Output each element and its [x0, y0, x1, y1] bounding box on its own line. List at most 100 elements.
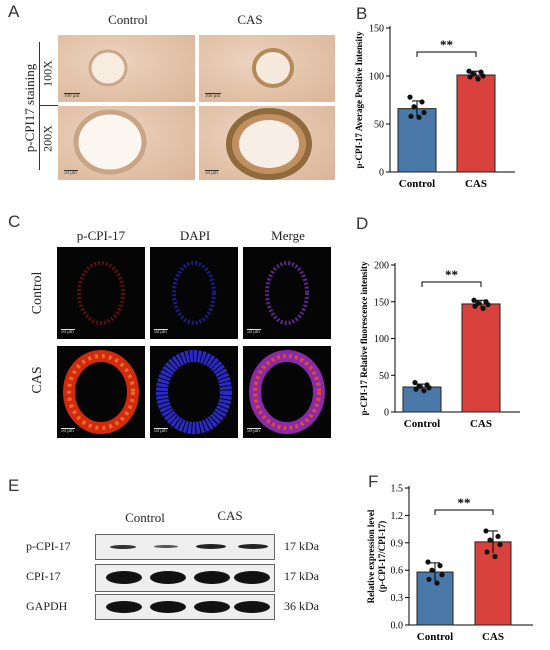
point-b-1-5	[475, 76, 481, 82]
point-d-0-4	[413, 386, 419, 392]
x-tick-label-f-1: CAS	[482, 631, 504, 643]
panel-letter-d: D	[356, 214, 369, 233]
band-cpi17-1	[106, 571, 142, 584]
band-pcpi17-1	[110, 545, 136, 549]
chart-f: 0.0 0.3 0.6 0.9 1.2 1.5 Control CAS ** Relative e…	[366, 484, 533, 643]
point-f-1-0	[483, 528, 489, 534]
panel-e-col-cas: CAS	[217, 508, 243, 523]
scale-bar-c1: 50 μm	[61, 329, 75, 335]
scale-bar-c2: 50 μm	[154, 329, 168, 335]
vessel-control-200x	[73, 109, 147, 175]
y-tick-label-b-1: 50	[374, 120, 384, 131]
if-cas-merge: 50 μm	[243, 346, 331, 438]
kda-label-pcpi17: 17 kDa	[284, 539, 319, 553]
point-b-0-1	[419, 99, 425, 105]
point-f-1-5	[492, 553, 498, 560]
y-tick-label-d-2: 100	[374, 334, 389, 345]
panel-letter-b: B	[356, 4, 368, 23]
panel-a-row-divider	[40, 105, 58, 106]
y-tick-label-d-3: 150	[374, 297, 389, 308]
kda-label-gapdh: 36 kDa	[284, 599, 319, 613]
y-axis-label-f-1: (p-CPI-17/CPI-17)	[377, 521, 387, 593]
chart-d: 0 50 100 150 200 Control CAS ** p-CPI-17 Relativ…	[359, 261, 520, 430]
x-tick-label-f-0: Control	[417, 631, 453, 643]
point-b-0-2	[411, 104, 417, 110]
band-gapdh-1	[106, 601, 142, 613]
y-tick-label-f-0: 0.0	[391, 621, 404, 632]
point-f-1-2	[487, 537, 493, 543]
ring-control-dapi	[172, 261, 216, 325]
y-axis-label-b: p-CPI-17 Average Positive Intensity	[354, 31, 364, 169]
blot-row-pcpi17	[95, 534, 275, 560]
y-tick-label-f-5: 1.5	[391, 484, 404, 495]
panel-c-col-pcpi: p-CPI-17	[76, 228, 126, 243]
point-b-0-5	[416, 114, 422, 120]
scale-bar-c3: 50 μm	[247, 329, 261, 335]
band-cpi17-2	[150, 571, 186, 584]
panel-a-row-200x: 200X	[40, 125, 55, 152]
y-tick-label-d-0: 0	[384, 408, 389, 419]
x-tick-label-b-1: CAS	[465, 178, 487, 190]
significance-bracket-f	[434, 509, 494, 515]
panel-letter-e: E	[8, 476, 20, 495]
band-pcpi17-4	[238, 544, 268, 549]
scale-bar-c5: 50 μm	[154, 428, 168, 434]
point-f-0-5	[434, 580, 440, 586]
significance-bracket-b	[416, 51, 477, 57]
y-tick-label-b-3: 150	[369, 24, 384, 35]
ring-cas-dapi	[156, 350, 232, 434]
point-b-1-4	[467, 74, 473, 80]
point-f-0-4	[426, 576, 432, 582]
chart-b: 0 50 100 150 Control CAS ** p-CPI-17 Average Po…	[354, 24, 515, 190]
point-f-0-0	[425, 559, 431, 565]
panel-letter-a: A	[8, 2, 20, 21]
if-cas-pcpi: 50 μm	[57, 346, 145, 438]
y-tick-label-f-1: 0.3	[391, 593, 404, 604]
point-f-0-1	[437, 563, 443, 569]
point-f-1-1	[495, 533, 501, 540]
blot-label-pcpi17: p-CPI-17	[26, 539, 71, 553]
point-f-1-4	[484, 549, 490, 555]
band-gapdh-4	[234, 601, 270, 613]
blot-row-cpi17	[95, 564, 275, 592]
panel-e-col-control: Control	[125, 510, 165, 525]
band-cpi17-4	[234, 571, 270, 584]
significance-label-d: **	[445, 267, 458, 282]
point-b-1-1	[478, 69, 484, 75]
bar-b-1	[456, 74, 496, 173]
point-b-0-0	[407, 94, 413, 100]
scale-bar-a1: 100 μm	[64, 93, 80, 99]
ihc-control-100x: 100 μm	[58, 35, 195, 102]
scale-bar-c6: 50 μm	[247, 428, 261, 434]
panel-c-col-dapi: DAPI	[179, 228, 211, 243]
significance-label-f: **	[458, 495, 471, 510]
y-tick-label-d-1: 50	[379, 371, 389, 382]
ring-cas-merge	[249, 350, 325, 434]
significance-bracket-d	[421, 281, 482, 287]
panel-a-col-cas: CAS	[237, 12, 263, 27]
point-d-1-3	[485, 302, 491, 308]
panel-letter-f: F	[368, 472, 379, 491]
point-f-0-2	[429, 567, 435, 573]
y-tick-label-f-3: 0.9	[391, 538, 404, 549]
y-tick-label-d-4: 200	[374, 261, 389, 272]
scale-bar-a2: 100 μm	[205, 93, 221, 99]
x-tick-label-b-0: Control	[399, 178, 435, 190]
y-tick-label-b-0: 0	[379, 168, 384, 179]
panel-c-col-merge: Merge	[271, 228, 305, 243]
point-d-0-0	[412, 380, 418, 386]
band-cpi17-3	[194, 571, 230, 584]
ihc-control-200x: 50 μm	[58, 106, 195, 180]
vessel-cas-200x	[226, 108, 312, 180]
band-gapdh-3	[194, 601, 230, 613]
bar-b-0	[397, 108, 437, 173]
kda-label-cpi17: 17 kDa	[284, 569, 319, 583]
panel-a-stain-label: p-CPI17 staining	[22, 63, 37, 153]
point-d-1-4	[472, 303, 478, 309]
point-d-0-3	[426, 385, 432, 391]
band-pcpi17-2	[154, 545, 178, 548]
bar-f-1	[474, 541, 512, 626]
bar-d-1	[461, 303, 501, 413]
panel-letter-c: C	[8, 212, 21, 231]
panel-a-bracket	[39, 42, 40, 170]
